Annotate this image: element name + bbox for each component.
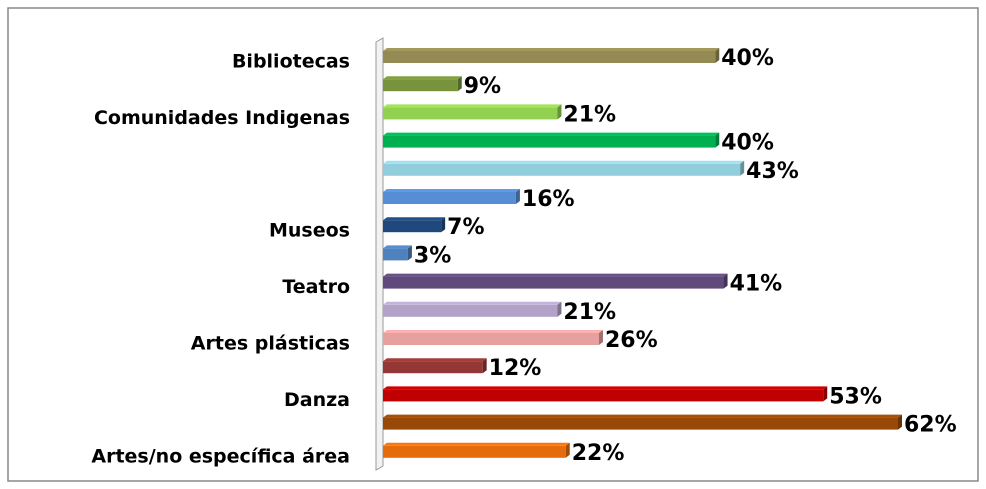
- bar-end: [715, 48, 720, 63]
- bar-end: [482, 358, 487, 374]
- bar-top: [383, 217, 446, 221]
- bar: [383, 389, 824, 402]
- bar-end: [457, 76, 462, 92]
- bar-end: [740, 160, 745, 176]
- chart-frame: [7, 7, 979, 482]
- axis-wall: [375, 37, 384, 471]
- bar-top: [383, 414, 902, 418]
- category-label: Danza: [284, 389, 350, 411]
- bar-top: [383, 358, 487, 362]
- bar-top: [383, 189, 520, 192]
- value-label: 26%: [605, 328, 658, 353]
- category-label: Comunidades Indigenas: [94, 107, 350, 129]
- category-label: Teatro: [282, 276, 350, 298]
- category-label: Artes/no específica área: [91, 445, 350, 467]
- bar: [383, 220, 442, 233]
- value-label: 21%: [563, 300, 616, 325]
- category-label: Bibliotecas: [232, 51, 350, 73]
- bar: [383, 107, 558, 120]
- value-label: 22%: [572, 441, 625, 466]
- bar-top: [383, 104, 562, 108]
- bar-end: [441, 217, 446, 233]
- category-label: Artes plásticas: [191, 333, 350, 355]
- bar: [383, 51, 716, 63]
- bar: [383, 135, 716, 148]
- value-label: 62%: [904, 413, 957, 438]
- value-label: 41%: [730, 272, 783, 297]
- bar: [383, 192, 516, 204]
- bar: [383, 361, 483, 374]
- bar-end: [557, 301, 562, 317]
- bar-top: [383, 301, 562, 305]
- value-label: 43%: [746, 159, 799, 184]
- bar-top: [383, 76, 462, 80]
- bar: [383, 304, 558, 317]
- category-label: Museos: [269, 220, 350, 242]
- bar: [383, 333, 599, 345]
- bar-top: [383, 48, 720, 51]
- bar-end: [598, 330, 603, 345]
- bar: [383, 163, 741, 176]
- value-label: 16%: [522, 187, 575, 212]
- bar-end: [515, 189, 520, 204]
- value-label: 9%: [464, 74, 501, 99]
- bar-top: [383, 160, 745, 164]
- value-label: 3%: [414, 243, 451, 268]
- bar-top: [383, 273, 728, 277]
- value-label: 40%: [721, 46, 774, 71]
- value-label: 21%: [563, 102, 616, 127]
- value-label: 53%: [829, 384, 882, 409]
- bar-top: [383, 132, 720, 136]
- bar-end: [898, 414, 902, 430]
- bar: [383, 276, 724, 289]
- bar: [383, 417, 898, 430]
- bar: [383, 445, 566, 458]
- bar-top: [383, 442, 570, 446]
- bar-top: [383, 245, 412, 249]
- bar-end: [565, 442, 570, 458]
- value-label: 12%: [489, 356, 542, 381]
- bar: [383, 248, 408, 261]
- bar: [383, 79, 458, 92]
- value-label: 7%: [447, 215, 484, 240]
- value-label: 40%: [721, 131, 774, 156]
- bar-end: [723, 273, 728, 289]
- bar-top: [383, 330, 603, 333]
- bar-end: [407, 245, 412, 261]
- bar-top: [383, 386, 828, 390]
- bar-end: [823, 386, 828, 402]
- bar-end: [557, 104, 562, 120]
- bar-end: [715, 132, 720, 148]
